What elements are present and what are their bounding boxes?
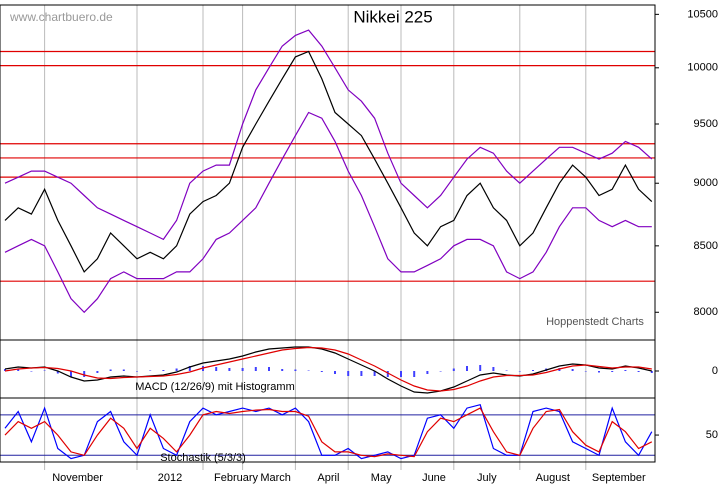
histogram-bar (650, 371, 653, 373)
histogram-bar (611, 371, 614, 372)
histogram-bar (30, 371, 33, 372)
x-tick-label: August (536, 472, 570, 484)
histogram-bar (109, 369, 112, 371)
chart-title: Nikkei 225 (353, 7, 432, 26)
histogram-bar (492, 367, 495, 371)
histogram-bar (532, 370, 534, 371)
histogram-bar (518, 371, 521, 372)
macd-title: MACD (12/26/9) mit Histogramm (135, 381, 295, 393)
histogram-bar (426, 371, 429, 374)
histogram-bar (83, 371, 86, 377)
series-line (4, 346, 652, 394)
panel-frame (0, 397, 656, 463)
series-line (4, 407, 653, 458)
histogram-bar (96, 371, 99, 373)
series-line (4, 346, 652, 392)
histogram-bar (505, 370, 508, 371)
histogram-bar (439, 371, 442, 372)
x-tick-label: March (260, 472, 291, 484)
histogram-bar (598, 371, 600, 373)
histogram-bar (466, 366, 468, 371)
series-line (4, 29, 653, 241)
histogram-bar (347, 371, 350, 376)
histogram-bar (360, 371, 363, 376)
histogram-bar (254, 367, 257, 371)
x-tick-label: February (214, 472, 259, 484)
histogram-bar (571, 369, 574, 371)
histogram-bar (268, 367, 270, 371)
histogram-bar (241, 368, 244, 371)
histogram-bar (320, 371, 323, 372)
histogram-bar (122, 369, 125, 371)
series-line (4, 111, 652, 314)
histogram-bar (479, 365, 482, 371)
histogram-bar (413, 371, 416, 377)
source: Hoppenstedt Charts (546, 316, 644, 328)
watermark: www.chartbuero.de (9, 10, 113, 24)
histogram-bar (334, 371, 336, 374)
histogram-bar (70, 371, 72, 377)
histogram-bar (17, 369, 20, 371)
histogram-bar (136, 371, 138, 372)
histogram-bar (175, 368, 178, 371)
histogram-bar (149, 370, 152, 371)
histogram-bar (215, 367, 218, 371)
y-tick-label: 8500 (694, 240, 718, 252)
y-tick-label: 9500 (694, 118, 718, 130)
histogram-bar (386, 371, 389, 377)
x-tick-label: June (422, 472, 446, 484)
y-tick-label: 10500 (687, 8, 718, 20)
y-tick-label: 10000 (687, 62, 718, 74)
histogram-bar (373, 371, 376, 376)
y-tick-label: 0 (712, 365, 718, 377)
histogram-bar (400, 371, 402, 377)
series-line (4, 403, 653, 460)
x-tick-label: September (592, 472, 646, 484)
histogram-bar (281, 369, 284, 371)
histogram-bar (4, 369, 6, 371)
series-line (4, 50, 653, 273)
histogram-bar (637, 371, 640, 372)
y-tick-label: 50 (706, 429, 718, 441)
histogram-bar (307, 370, 310, 371)
histogram-bar (584, 371, 587, 372)
x-tick-label: April (317, 472, 339, 484)
histogram-bar (188, 366, 191, 371)
histogram-bar (56, 371, 59, 374)
histogram-bar (294, 369, 297, 371)
histogram-bar (452, 368, 455, 371)
x-tick-label: November (52, 472, 103, 484)
y-tick-label: 9000 (694, 177, 718, 189)
stoch-title: Stochastik (5/3/3) (160, 452, 246, 464)
histogram-bar (43, 370, 46, 371)
plot-layer (0, 5, 655, 470)
y-tick-label: 8000 (694, 306, 718, 318)
x-tick-label: 2012 (158, 472, 182, 484)
x-tick-label: July (477, 472, 497, 484)
x-tick-label: May (371, 472, 392, 484)
histogram-bar (228, 368, 231, 371)
histogram-bar (162, 370, 165, 371)
histogram-bar (624, 370, 627, 371)
